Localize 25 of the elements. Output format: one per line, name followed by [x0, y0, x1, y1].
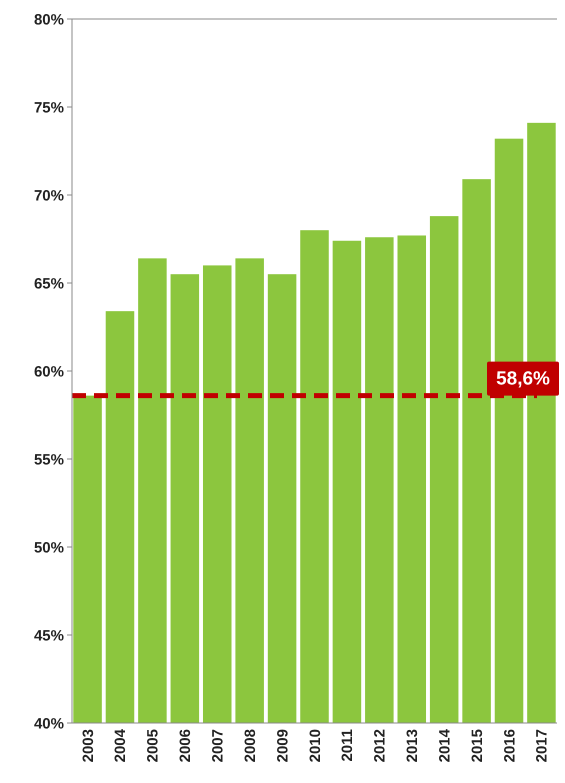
x-tick-label: 2008 — [242, 729, 259, 762]
x-tick-label: 2004 — [112, 728, 130, 762]
x-tick-label: 2007 — [209, 729, 226, 762]
y-tick-label: 65% — [34, 275, 64, 292]
x-tick-label: 2003 — [80, 729, 97, 762]
y-tick-label: 60% — [34, 363, 64, 380]
x-tick-label: 2017 — [534, 729, 551, 762]
y-tick-label: 45% — [34, 627, 64, 644]
ref-line-label: 58,6% — [496, 368, 550, 390]
x-tick-label: 2011 — [339, 729, 356, 762]
x-tick-label: 2006 — [177, 729, 194, 762]
y-tick-label: 70% — [34, 187, 64, 204]
x-tick-label: 2013 — [404, 729, 422, 762]
x-tick-label: 2010 — [306, 729, 324, 762]
y-tick-label: 55% — [34, 451, 64, 468]
x-tick-label: 2005 — [144, 729, 162, 762]
y-tick-label: 40% — [34, 715, 64, 732]
x-tick-label: 2014 — [436, 728, 454, 762]
x-tick-label: 2015 — [468, 729, 486, 762]
x-tick-label: 2016 — [501, 729, 518, 762]
x-tick-label: 2009 — [274, 729, 292, 762]
y-tick-label: 75% — [34, 99, 64, 116]
y-tick-label: 80% — [34, 11, 64, 28]
x-tick-label: 2012 — [372, 729, 389, 762]
y-tick-label: 50% — [34, 539, 64, 556]
